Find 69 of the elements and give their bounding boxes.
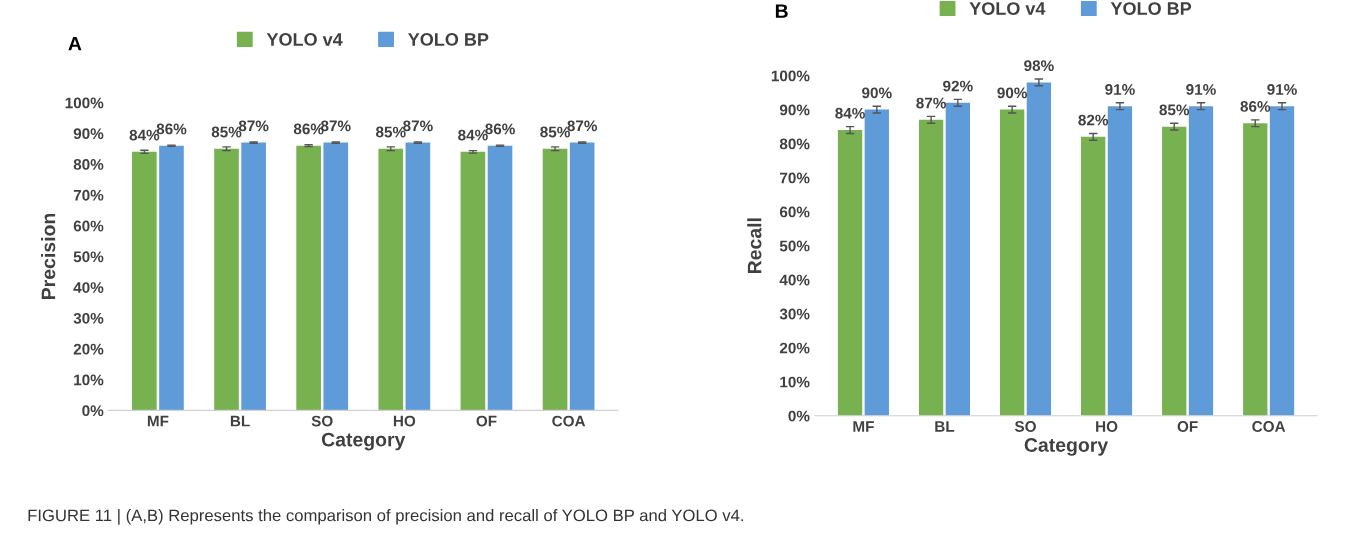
y-tick-label: 40% bbox=[73, 282, 104, 293]
legend-label: YOLO v4 bbox=[969, 2, 1046, 15]
y-tick-label: 40% bbox=[779, 274, 810, 286]
x-tick-label: MF bbox=[853, 421, 874, 432]
bar bbox=[1081, 136, 1106, 416]
data-label: 86% bbox=[1240, 101, 1271, 112]
y-tick-label: 20% bbox=[779, 342, 810, 354]
y-tick-label: 100% bbox=[65, 97, 104, 109]
bar bbox=[999, 109, 1025, 416]
x-tick-label: BL bbox=[935, 421, 955, 432]
x-tick-label: MF bbox=[147, 415, 169, 427]
data-label: 92% bbox=[943, 80, 973, 92]
y-tick-label: 50% bbox=[779, 240, 810, 252]
x-tick-label: COA bbox=[1252, 421, 1286, 432]
bar bbox=[1107, 106, 1133, 416]
x-tick-label: BL bbox=[230, 415, 250, 427]
bar bbox=[864, 109, 889, 416]
bar bbox=[1269, 106, 1295, 416]
legend-label: YOLO BP bbox=[408, 33, 489, 46]
data-label: 87% bbox=[916, 97, 946, 109]
x-tick-label: OF bbox=[1177, 421, 1198, 432]
y-tick-label: 60% bbox=[73, 220, 104, 232]
data-label: 91% bbox=[1267, 84, 1297, 95]
x-tick-label: SO bbox=[311, 415, 333, 427]
caption: FIGURE 11 | (A,B) Represents the comparison of precision and recall of YOLO BP and YOLO v4. bbox=[28, 509, 743, 525]
data-label: 82% bbox=[1078, 114, 1109, 126]
y-tick-label: 90% bbox=[73, 128, 104, 140]
bar bbox=[837, 130, 863, 416]
bar bbox=[1026, 82, 1052, 416]
y-tick-label: 80% bbox=[779, 138, 810, 150]
bar bbox=[945, 102, 970, 416]
data-label: 85% bbox=[1159, 104, 1190, 116]
y-tick-label: 10% bbox=[780, 376, 810, 388]
bar bbox=[918, 119, 944, 416]
text: A bbox=[68, 36, 82, 51]
x-axis-title: Category bbox=[321, 432, 406, 451]
x-tick-label: COA bbox=[552, 415, 586, 427]
y-axis-title: Precision bbox=[41, 213, 56, 299]
legend-label: YOLO v4 bbox=[266, 33, 343, 46]
data-label: 91% bbox=[1186, 84, 1216, 95]
y-tick-label: 60% bbox=[779, 206, 810, 218]
x-tick-label: HO bbox=[393, 415, 416, 427]
x-tick-label: OF bbox=[476, 415, 497, 427]
y-tick-label: 30% bbox=[73, 312, 104, 324]
y-tick-label: 0% bbox=[82, 405, 104, 417]
legend-label: YOLO BP bbox=[1110, 2, 1192, 15]
y-tick-label: 90% bbox=[779, 104, 810, 116]
y-tick-label: 70% bbox=[73, 189, 104, 201]
bar bbox=[1188, 106, 1214, 416]
bar bbox=[1243, 123, 1268, 416]
data-label: 98% bbox=[1024, 60, 1054, 72]
y-tick-label: 100% bbox=[771, 70, 810, 82]
y-tick-label: 20% bbox=[73, 343, 104, 355]
y-tick-label: 30% bbox=[779, 308, 810, 320]
data-label: 90% bbox=[862, 87, 892, 99]
y-tick-label: 10% bbox=[74, 374, 104, 386]
data-label: 90% bbox=[997, 87, 1028, 99]
y-tick-label: 70% bbox=[780, 172, 810, 184]
text: B bbox=[775, 4, 788, 18]
bar bbox=[1162, 126, 1187, 416]
y-tick-label: 50% bbox=[73, 251, 104, 263]
x-axis-title: Category bbox=[1024, 438, 1109, 456]
y-axis-title: Recall bbox=[747, 218, 762, 274]
x-tick-label: SO bbox=[1014, 421, 1036, 432]
y-tick-label: 0% bbox=[788, 410, 810, 422]
y-tick-label: 80% bbox=[73, 159, 104, 170]
data-label: 84% bbox=[835, 107, 865, 119]
x-tick-label: HO bbox=[1096, 421, 1118, 432]
data-label: 91% bbox=[1105, 84, 1135, 95]
